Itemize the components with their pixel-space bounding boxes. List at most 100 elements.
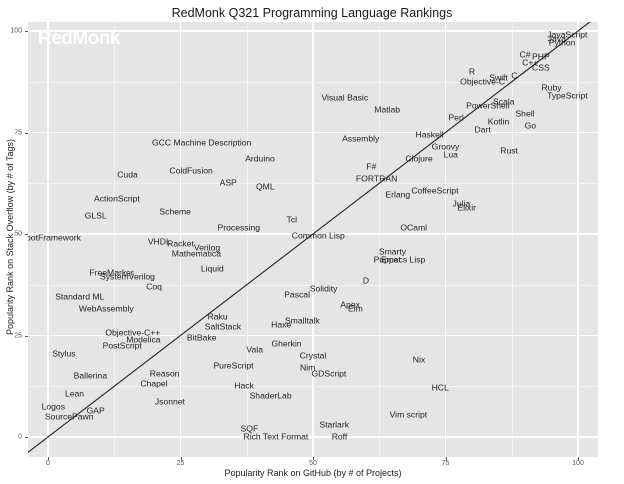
- data-point-label: FORTRAN: [355, 173, 398, 184]
- chart-title: RedMonk Q321 Programming Language Rankin…: [171, 6, 453, 20]
- data-point-label: Haskell: [415, 129, 444, 140]
- data-point-label: GDScript: [311, 368, 347, 379]
- data-point-label: Reason: [149, 368, 180, 379]
- data-point-label: Elm: [347, 303, 363, 314]
- x-tick-mark: [313, 457, 314, 460]
- minor-gridline-y: [28, 284, 598, 286]
- data-point-label: TypeScript: [547, 90, 588, 101]
- data-point-label: ASP: [219, 177, 237, 188]
- data-point-label: Python: [548, 37, 576, 48]
- data-point-label: PureScript: [213, 360, 254, 371]
- data-point-label: PostScript: [102, 340, 142, 351]
- data-point-label: Smarty: [378, 246, 407, 257]
- data-point-label: Vala: [246, 344, 263, 355]
- data-point-label: CSS: [532, 62, 550, 73]
- data-point-label: Go: [524, 121, 537, 132]
- data-point-label: Processing: [217, 222, 261, 233]
- data-point-label: Lean: [64, 389, 85, 400]
- data-point-label: Solidity: [309, 283, 338, 294]
- data-point-label: PowerShell: [466, 100, 510, 111]
- data-point-label: C++: [522, 58, 539, 69]
- data-point-label: GAP: [86, 405, 105, 416]
- data-point-label: D: [362, 275, 370, 286]
- minor-gridline-y: [28, 81, 598, 83]
- y-tick-label: 0: [18, 433, 22, 441]
- data-point-label: Rust: [500, 145, 518, 156]
- major-gridline-x: [577, 22, 579, 457]
- data-point-label: BitBake: [186, 332, 217, 343]
- data-point-label: SQF: [240, 423, 259, 434]
- data-point-label: Smalltalk: [284, 315, 320, 326]
- data-point-label: Haxe: [271, 320, 292, 331]
- data-point-label: PHP: [532, 52, 550, 63]
- data-point-label: Visual Basic: [321, 92, 369, 103]
- data-point-label: RobotFramework: [28, 232, 81, 243]
- data-point-label: Common Lisp: [291, 230, 345, 241]
- data-point-label: Standard ML: [55, 291, 105, 302]
- data-point-label: JavaScript: [547, 29, 588, 40]
- data-point-label: C#: [519, 50, 531, 61]
- major-gridline-y: [28, 30, 598, 32]
- y-tick-mark: [25, 132, 28, 134]
- data-point-label: ColdFusion: [169, 165, 213, 176]
- data-point-label: Logos: [41, 401, 66, 412]
- minor-gridline-x: [246, 22, 248, 457]
- major-gridline-x: [47, 22, 49, 457]
- data-point-label: SaltStack: [204, 322, 242, 333]
- minor-gridline-y: [28, 183, 598, 184]
- data-point-label: Ruby: [541, 82, 562, 93]
- data-point-label: Java: [547, 33, 566, 44]
- data-point-label: ActionScript: [93, 194, 140, 205]
- data-point-label: Groovy: [431, 141, 460, 152]
- data-point-label: Gherkin: [271, 338, 302, 349]
- data-point-label: Chapel: [140, 378, 168, 389]
- data-point-label: Jsonnet: [154, 397, 185, 408]
- data-point-label: Erlang: [385, 190, 411, 201]
- major-gridline-y: [28, 436, 598, 438]
- data-point-label: FreeMarker: [89, 267, 134, 278]
- data-point-label: Objective-C++: [105, 328, 161, 339]
- data-point-label: SourcePawn: [44, 411, 94, 422]
- data-point-label: Raku: [207, 311, 228, 322]
- data-point-label: Hack: [234, 380, 254, 391]
- data-point-label: Mathematica: [171, 249, 221, 259]
- data-point-label: WebAssembly: [78, 303, 134, 314]
- data-point-label: HCL: [431, 382, 449, 393]
- data-point-label: Pascal: [284, 289, 310, 300]
- data-point-label: GCC Machine Description: [152, 137, 252, 148]
- redmonk-watermark: RedMonk: [38, 28, 121, 49]
- data-point-label: Crystal: [299, 350, 327, 361]
- data-point-label: Nim: [300, 362, 316, 373]
- y-tick-mark: [25, 335, 28, 337]
- major-gridline-x: [444, 22, 447, 457]
- data-point-label: Julia: [452, 198, 471, 209]
- minor-gridline-x: [379, 22, 380, 457]
- data-point-label: QML: [255, 182, 275, 192]
- data-point-label: Lua: [443, 149, 458, 160]
- data-point-label: R: [468, 66, 476, 77]
- x-tick-mark: [180, 457, 182, 460]
- data-point-label: Shell: [515, 108, 535, 119]
- x-tick-label: 50: [309, 460, 317, 467]
- data-point-label: Roff: [331, 431, 348, 442]
- data-point-label: Verilog: [193, 242, 221, 253]
- major-gridline-x: [312, 22, 314, 457]
- data-point-label: Racket: [167, 238, 194, 249]
- major-gridline-y: [28, 334, 598, 337]
- data-point-label: F#: [366, 161, 377, 172]
- data-point-label: Ballerina: [73, 370, 108, 381]
- data-point-label: Apex: [340, 299, 360, 310]
- data-point-label: Swift: [489, 72, 508, 83]
- data-point-label: Objective-C: [460, 76, 506, 87]
- y-tick-mark: [25, 437, 28, 438]
- data-point-label: Emacs Lisp: [380, 255, 426, 266]
- data-point-label: Liquid: [200, 263, 224, 274]
- y-tick-label: 100: [10, 27, 22, 35]
- data-point-label: Rich Text Format: [243, 431, 309, 442]
- data-point-label: ShaderLab: [249, 391, 292, 402]
- data-point-label: Matlab: [374, 104, 401, 115]
- data-point-label: Clojure: [405, 153, 433, 164]
- data-point-label: Assembly: [342, 133, 380, 144]
- data-point-label: Scala: [493, 96, 515, 107]
- data-point-label: Kotlin: [487, 117, 510, 128]
